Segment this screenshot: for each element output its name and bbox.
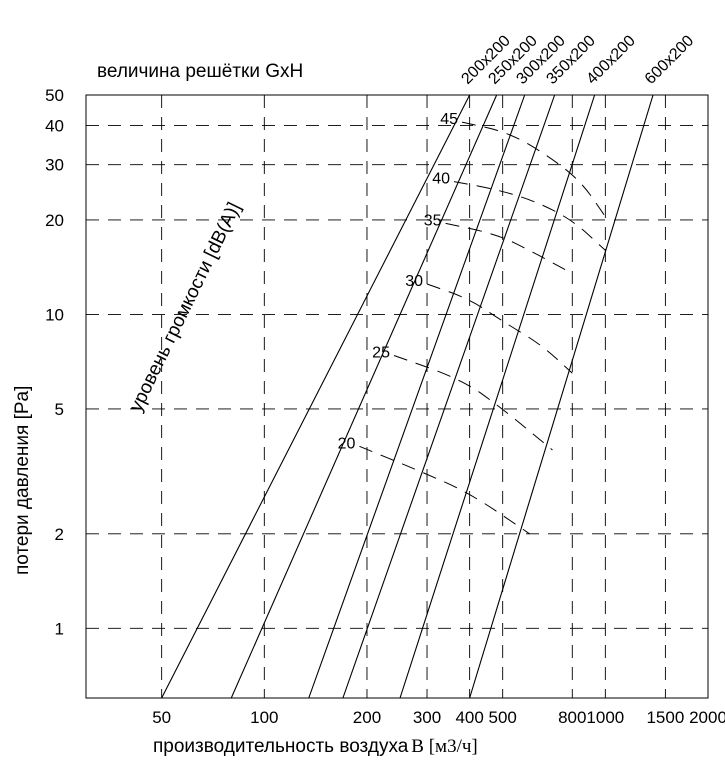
series-line-600x200 bbox=[469, 94, 654, 699]
y-tick-label-5: 30 bbox=[45, 156, 64, 175]
x-axis-unit: B [м3/ч] bbox=[411, 736, 477, 757]
noise-curve-25 bbox=[393, 355, 553, 451]
y-tick-label-1: 2 bbox=[55, 525, 64, 544]
y-tick-label-3: 10 bbox=[45, 305, 64, 324]
noise-label-30: 30 bbox=[405, 273, 423, 290]
series-line-400x200 bbox=[399, 94, 596, 699]
x-tick-label-4: 400 bbox=[455, 708, 483, 727]
y-tick-label-7: 50 bbox=[45, 86, 64, 105]
x-tick-label-3: 300 bbox=[413, 708, 441, 727]
y-tick-labels: 1 2 5 10 20 30 40 50 bbox=[45, 86, 64, 638]
noise-label-25: 25 bbox=[372, 344, 390, 361]
series-lines bbox=[161, 94, 654, 699]
y-tick-label-6: 40 bbox=[45, 116, 64, 135]
x-tick-label-2: 200 bbox=[353, 708, 381, 727]
noise-label-35: 35 bbox=[424, 212, 442, 229]
noise-axis-label: уровень громкости [dB(A)] bbox=[126, 199, 246, 415]
plot-frame bbox=[85, 94, 709, 699]
x-tick-label-9: 2000 bbox=[689, 708, 725, 727]
x-tick-label-8: 1500 bbox=[646, 708, 684, 727]
x-tick-label-0: 50 bbox=[152, 708, 171, 727]
x-tick-label-6: 800 bbox=[558, 708, 586, 727]
x-tick-label-5: 500 bbox=[488, 708, 516, 727]
noise-curve-40 bbox=[453, 181, 606, 251]
y-axis-label: потери давления [Pa] bbox=[12, 386, 33, 575]
series-line-300x200 bbox=[308, 94, 526, 699]
noise-curve-45 bbox=[461, 121, 606, 217]
noise-curve-20 bbox=[359, 445, 530, 535]
noise-label-45: 45 bbox=[440, 111, 458, 128]
x-tick-label-1: 100 bbox=[250, 708, 278, 727]
y-tick-label-4: 20 bbox=[45, 211, 64, 230]
grid bbox=[86, 94, 709, 698]
series-line-200x200 bbox=[161, 94, 471, 699]
y-tick-label-0: 1 bbox=[55, 619, 64, 638]
noise-curves bbox=[359, 121, 606, 535]
noise-curve-30 bbox=[426, 283, 573, 374]
chart-title: величина решётки GxH bbox=[97, 61, 303, 82]
series-line-350x200 bbox=[342, 94, 556, 699]
x-tick-labels: 50 100 200 300 400 500 800 1000 1500 2000 bbox=[152, 708, 725, 727]
y-tick-label-2: 5 bbox=[55, 400, 64, 419]
series-line-250x200 bbox=[230, 94, 498, 699]
noise-labels: 20 25 30 35 40 45 bbox=[338, 111, 459, 452]
x-tick-label-7: 1000 bbox=[586, 708, 624, 727]
series-label-600x200: 600x200 bbox=[642, 32, 698, 88]
noise-curve-35 bbox=[445, 222, 573, 274]
noise-label-20: 20 bbox=[338, 435, 356, 452]
x-axis-label-text: производительность воздуха bbox=[153, 736, 409, 757]
noise-label-40: 40 bbox=[432, 171, 450, 188]
x-axis-label: производительность воздуха B [м3/ч] bbox=[153, 736, 478, 757]
